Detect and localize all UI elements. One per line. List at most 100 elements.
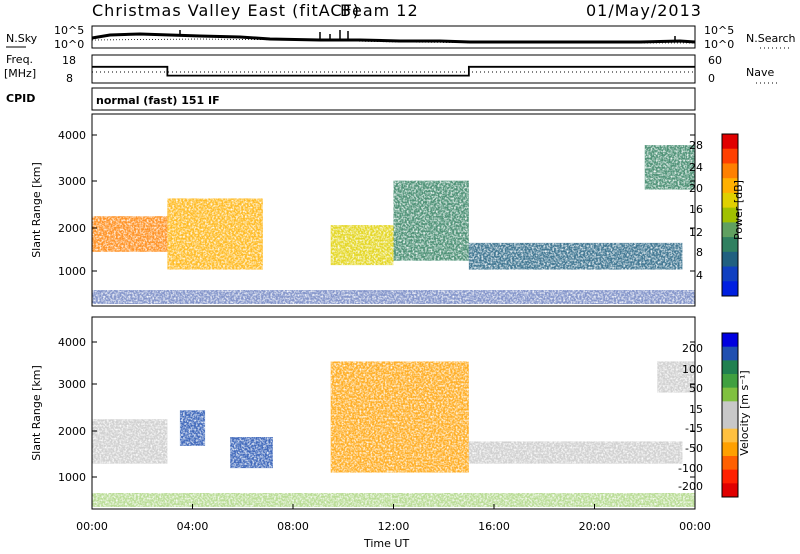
vel-cbar-swatch	[722, 483, 738, 498]
velocity-echoes	[92, 361, 695, 507]
freq-tick-bottom: 8	[66, 72, 73, 85]
power-cbar-tick: 12	[689, 226, 703, 239]
power-echoes-region	[167, 198, 263, 270]
cpid-panel: CPID normal (fast) 151 IF	[6, 87, 696, 111]
power-cbar-swatch	[722, 192, 738, 209]
cpid-label: CPID	[6, 92, 35, 105]
nsky-tick-right-bottom: 10^0	[704, 38, 734, 51]
vel-cbar-swatch	[722, 428, 738, 443]
power-cbar-tick: 8	[696, 246, 703, 259]
power-cbar-swatch	[722, 251, 738, 268]
beam-label: Beam 12	[340, 1, 419, 20]
velocity-ylabel: Slant Range [km]	[30, 365, 43, 461]
vel-cbar-swatch	[722, 333, 738, 348]
velocity-cbar-tick: -50	[685, 442, 703, 455]
power-echoes-region	[644, 145, 695, 190]
freq-label-2: [MHz]	[4, 67, 36, 80]
x-tick: 00:00	[76, 520, 108, 533]
velocity-panel: Slant Range [km] 4000 3000 2000 1000 Vel…	[30, 316, 751, 510]
power-cbar-swatch	[722, 148, 738, 164]
power-cbar-swatch	[722, 237, 738, 253]
nsky-tick-right-top: 10^5	[704, 24, 734, 37]
vel-cbar-swatch	[722, 346, 738, 361]
vel-cbar-swatch	[722, 387, 738, 402]
vel-cbar-swatch	[722, 442, 738, 457]
velocity-ytick: 2000	[58, 425, 86, 438]
vel-cbar-swatch	[722, 374, 738, 389]
vel-echoes-region	[657, 361, 695, 393]
power-ytick: 1000	[58, 265, 86, 278]
power-cbar-swatch	[722, 134, 738, 150]
velocity-cbar-tick: -100	[678, 462, 703, 475]
velocity-ytick: 4000	[58, 336, 86, 349]
power-cbar-frame	[721, 133, 739, 297]
power-echoes-region	[92, 216, 168, 252]
power-ylabel: Slant Range [km]	[30, 162, 43, 258]
frequency-trace	[92, 65, 695, 77]
power-ytick: 3000	[58, 175, 86, 188]
cpid-value: normal (fast) 151 IF	[96, 94, 220, 107]
power-cbar-swatch	[722, 163, 738, 179]
x-tick: 16:00	[478, 520, 510, 533]
vel-echoes-region	[92, 419, 168, 464]
power-cbar-swatch	[722, 207, 738, 223]
velocity-ytick: 3000	[58, 378, 86, 391]
power-colorbar-label: Power [dB]	[732, 180, 745, 240]
nave-label: Nave	[746, 66, 774, 79]
power-cbar-tick: 28	[689, 139, 703, 152]
nsky-tick-top: 10^5	[54, 24, 84, 37]
nsky-tick-bottom: 10^0	[54, 38, 84, 51]
power-cbar-tick: 24	[689, 161, 703, 174]
vel-cbar-swatch	[722, 360, 738, 375]
power-cbar-swatch	[722, 266, 738, 282]
velocity-cbar-tick: -15	[685, 422, 703, 435]
freq-label-1: Freq.	[6, 53, 33, 66]
velocity-colorbar-label: Velocity [m s⁻¹]	[738, 370, 751, 455]
x-tick: 12:00	[378, 520, 410, 533]
vel-echoes-region	[179, 410, 206, 446]
power-echoes	[92, 145, 695, 304]
power-cbar-tick: 16	[689, 203, 703, 216]
velocity-cbar-tick: 200	[682, 342, 703, 355]
vel-echoes-region	[468, 441, 683, 464]
nsearch-label: N.Search	[746, 32, 796, 45]
power-cbar-tick: 20	[689, 182, 703, 195]
power-cbar-swatch	[722, 281, 738, 297]
power-echoes-region	[468, 242, 683, 270]
freq-tick-right-bottom: 0	[708, 72, 715, 85]
vel-cbar-swatch	[722, 415, 738, 430]
power-echoes-region	[330, 225, 394, 266]
vel-cbar-swatch	[722, 456, 738, 471]
freq-tick-right-top: 60	[708, 54, 722, 67]
x-axis: 00:00 04:00 08:00 12:00 16:00 20:00 00:0…	[76, 504, 711, 550]
power-cbar-swatch	[722, 222, 738, 238]
power-panel: Slant Range [km] 4000 3000 2000 1000 Pow…	[30, 113, 745, 307]
velocity-cbar-tick: 100	[682, 363, 703, 376]
velocity-yticks: 4000 3000 2000 1000	[58, 336, 86, 484]
x-axis-label: Time UT	[363, 537, 409, 550]
x-tick: 20:00	[579, 520, 611, 533]
vel-echoes-region	[230, 437, 273, 469]
x-tick: 08:00	[277, 520, 309, 533]
velocity-colorbar	[721, 332, 739, 498]
vel-cbar-swatch	[722, 469, 738, 484]
power-echoes-near-range-strip	[92, 290, 695, 304]
velocity-cbar-tick: -200	[678, 480, 703, 493]
freq-tick-top: 18	[62, 54, 76, 67]
nsky-label: N.Sky	[6, 32, 38, 45]
power-echoes-region	[393, 180, 469, 261]
x-tick: 00:00	[679, 520, 711, 533]
power-cbar-tick: 4	[696, 269, 703, 282]
freq-panel: Freq. [MHz] 18 8 60 0 Nave	[4, 53, 778, 85]
power-colorbar	[721, 133, 739, 297]
vel-cbar-frame	[721, 332, 739, 498]
plot-title: Christmas Valley East (fitACF)	[92, 1, 360, 20]
vel-echoes-region	[330, 361, 469, 473]
velocity-cbar-tick: 15	[689, 403, 703, 416]
power-cbar-swatch	[722, 178, 738, 194]
power-ytick: 4000	[58, 129, 86, 142]
power-ytick: 2000	[58, 222, 86, 235]
vel-echoes-near-range-strip	[92, 493, 695, 507]
velocity-cbar-tick: 50	[689, 382, 703, 395]
